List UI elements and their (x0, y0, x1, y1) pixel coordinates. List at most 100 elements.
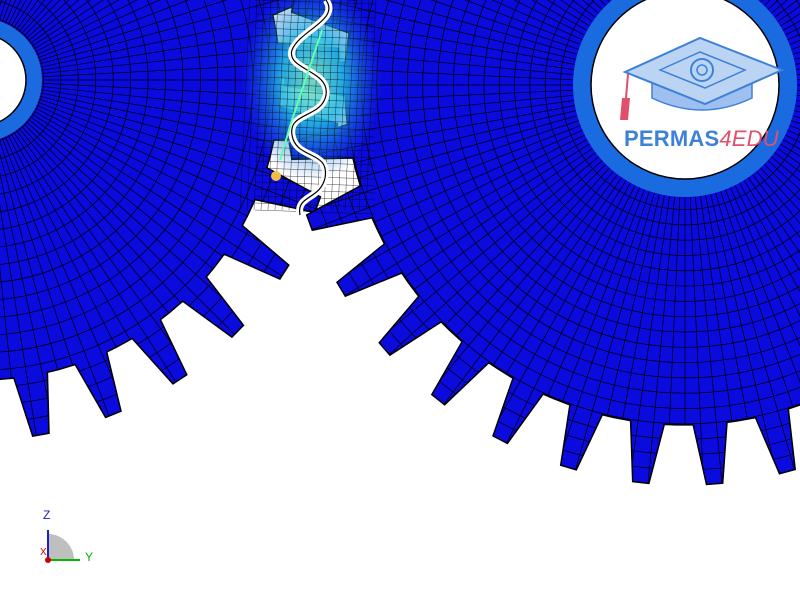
fine-mesh-line (351, 0, 363, 211)
mesh-spoke (23, 0, 323, 67)
permas-logo (620, 36, 785, 120)
mesh-spoke (19, 0, 292, 58)
mesh-spoke (751, 151, 800, 369)
mesh-spoke (22, 96, 317, 210)
mesh-spoke (13, 110, 248, 322)
fine-mesh-line (254, 62, 376, 68)
mesh-spoke (429, 157, 626, 393)
mesh-spoke (0, 124, 56, 433)
fine-mesh-line (337, 0, 349, 211)
fine-mesh-line (330, 0, 342, 211)
fine-mesh-line (344, 0, 356, 211)
fine-mesh-line (254, 195, 376, 201)
mesh-spoke (12, 0, 235, 48)
mesh-spoke (688, 178, 704, 485)
mesh-spoke (629, 178, 673, 482)
mesh-spoke (506, 168, 644, 444)
mesh-spoke (305, 114, 596, 213)
mesh-spoke (8, 0, 207, 45)
mesh-spoke (647, 178, 677, 484)
mesh-spoke (344, 0, 606, 36)
mesh-spoke (18, 104, 283, 277)
mesh-spoke (344, 134, 606, 296)
axis-triad (45, 530, 80, 563)
triad-y-label: Y (85, 550, 94, 564)
fine-mesh-line (302, 0, 314, 211)
logo-accent-text: 4EDU (719, 126, 779, 151)
mesh-spoke (443, 159, 629, 405)
fine-mesh-line (358, 0, 370, 211)
fine-mesh-line (254, 34, 376, 40)
mesh-spoke (305, 0, 596, 56)
mesh-spoke (300, 0, 595, 60)
mesh-spoke (557, 174, 656, 465)
permas4edu-logo-text: PERMAS4EDU (624, 126, 779, 152)
mesh-spoke (311, 0, 598, 52)
fine-mesh-line (254, 13, 376, 19)
mesh-spoke (19, 102, 292, 261)
mesh-spoke (744, 157, 800, 393)
fine-mesh-line (254, 0, 376, 5)
mesh-spoke (490, 166, 640, 435)
mesh-spoke (389, 148, 616, 355)
left-gear-bore (0, 37, 27, 123)
contact-zone (239, 0, 382, 216)
mesh-spoke (575, 175, 660, 470)
mesh-spoke (326, 0, 602, 44)
fine-mesh-line (254, 160, 376, 166)
mesh-spoke (354, 0, 608, 33)
fine-mesh-line (254, 125, 376, 131)
mesh-spoke (335, 0, 604, 40)
mesh-spoke (10, 0, 222, 47)
fine-mesh-line (254, 97, 376, 103)
contact-gap-edge (291, 0, 330, 216)
fine-mesh-line (254, 41, 376, 47)
fine-mesh-line (254, 167, 376, 173)
fine-mesh-line (254, 6, 376, 12)
mesh-spoke (13, 0, 248, 50)
fine-mesh-line (254, 55, 376, 61)
mesh-spoke (757, 144, 800, 341)
mesh-spoke (0, 125, 37, 436)
mesh-spoke (6, 117, 192, 372)
triad-z-label: Z (43, 508, 51, 522)
fine-mesh-line (309, 0, 321, 211)
mesh-spoke (318, 0, 600, 48)
contact-point-marker (271, 171, 281, 181)
mesh-spoke (737, 162, 800, 416)
fine-mesh-line (254, 83, 376, 89)
fine-mesh-line (365, 0, 377, 211)
mesh-spoke (734, 164, 800, 426)
mesh-spoke (15, 0, 260, 52)
fine-mesh-line (254, 202, 376, 208)
fine-mesh-line (267, 0, 279, 211)
mesh-spoke (730, 166, 800, 435)
mesh-spoke (377, 144, 613, 341)
fine-mesh-line (254, 209, 376, 215)
mesh-spoke (21, 0, 310, 62)
mesh-spoke (17, 0, 272, 54)
fine-mesh-line (254, 139, 376, 145)
fine-mesh-line (254, 146, 376, 152)
mesh-spoke (311, 118, 598, 230)
mesh-spoke (335, 130, 604, 280)
mesh-spoke (6, 0, 192, 43)
mesh-spoke (12, 112, 235, 335)
triad-x-label: X (40, 547, 47, 558)
mesh-spoke (722, 170, 800, 452)
mesh-spoke (18, 0, 283, 56)
mesh-spoke (0, 121, 127, 410)
mesh-spoke (726, 168, 800, 444)
mesh-spoke (693, 178, 723, 484)
mesh-spoke (4, 118, 177, 383)
logo-main-text: PERMAS (624, 126, 720, 151)
mesh-spoke (718, 172, 800, 459)
mesh-spoke (710, 175, 795, 470)
mesh-spoke (0, 122, 110, 417)
contact-pressure-line (279, 29, 323, 161)
mesh-spoke (22, 0, 317, 64)
mesh-spoke (754, 148, 800, 355)
fine-mesh-line (254, 132, 376, 138)
fine-mesh-line (281, 0, 293, 211)
